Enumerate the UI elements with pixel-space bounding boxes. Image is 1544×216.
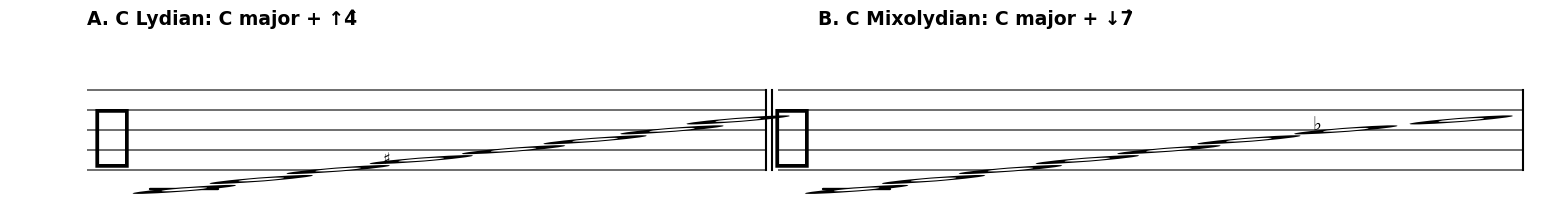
Ellipse shape [1294,125,1397,134]
Ellipse shape [882,175,985,184]
Text: B. C Mixolydian: C major + ↓7̂: B. C Mixolydian: C major + ↓7̂ [818,9,1133,29]
Ellipse shape [398,158,445,162]
Ellipse shape [286,165,391,174]
Ellipse shape [133,185,236,194]
Ellipse shape [315,168,361,172]
Ellipse shape [1197,135,1300,144]
Ellipse shape [462,145,565,154]
Ellipse shape [804,185,908,194]
Ellipse shape [1036,155,1139,164]
Ellipse shape [648,128,695,132]
Ellipse shape [1118,145,1221,154]
Ellipse shape [1323,128,1368,132]
Ellipse shape [715,118,761,122]
Text: 𝄞: 𝄞 [772,103,812,169]
Ellipse shape [1226,138,1272,142]
Ellipse shape [988,168,1033,172]
Ellipse shape [162,187,207,191]
Text: ♯: ♯ [383,152,391,167]
Ellipse shape [687,115,791,124]
Ellipse shape [621,125,724,134]
Ellipse shape [238,178,284,181]
Text: 𝄞: 𝄞 [93,103,131,169]
Ellipse shape [959,165,1062,174]
Ellipse shape [210,175,313,184]
Ellipse shape [1064,158,1110,162]
Text: A. C Lydian: C major + ↑4̂: A. C Lydian: C major + ↑4̂ [88,9,358,29]
Text: ♭: ♭ [1312,115,1322,134]
Ellipse shape [1146,148,1192,152]
Ellipse shape [573,138,618,142]
Ellipse shape [834,187,880,191]
Ellipse shape [1410,115,1513,124]
Ellipse shape [543,135,647,144]
Ellipse shape [1439,118,1484,122]
Ellipse shape [491,148,536,152]
Ellipse shape [369,155,472,164]
Ellipse shape [911,178,956,181]
